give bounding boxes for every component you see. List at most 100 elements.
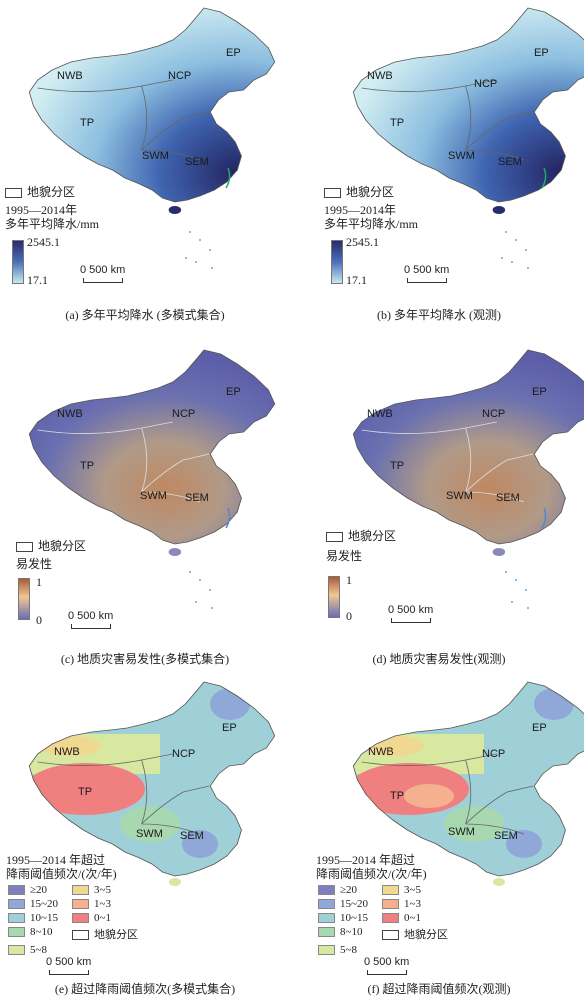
region-label-sem: SEM [185, 156, 209, 168]
region-label-ep: EP [532, 722, 547, 734]
legend-item-0-1: 0~1 [382, 912, 446, 924]
legend-item-10-15: 10~15 [8, 912, 72, 924]
region-label-swm: SWM [448, 150, 475, 162]
caption-b: (b) 多年平均降水 (观测) [377, 308, 501, 322]
region-label-ncp: NCP [172, 748, 196, 760]
region-label-ep: EP [226, 47, 241, 59]
panel-d: NWB NCP EP TP SWM SEM 地貌分区 易发性 1 0 0 500… [294, 340, 584, 670]
region-legend: 地貌分区 [326, 529, 396, 544]
caption-e: (e) 超过降雨阈值频次(多模式集合) [54, 982, 236, 996]
region-box-swatch [324, 188, 341, 199]
region-label-tp: TP [80, 460, 95, 472]
region-label-nwb: NWB [54, 746, 80, 758]
map-b [352, 7, 584, 269]
gradient-bar-b [331, 240, 343, 284]
region-label-tp: TP [390, 460, 405, 472]
region-label-swm: SWM [142, 150, 169, 162]
gradient-bar-a [12, 240, 24, 284]
scale-bar-a: 0 500 km [80, 264, 125, 283]
panel-e: NWB NCP EP TP SWM SEM 1995—2014 年超过 降雨阈值… [0, 674, 290, 1004]
region-label-nwb: NWB [367, 408, 393, 420]
freq-legend-e: ≥20 3~5 15~20 1~3 10~15 0~1 8~10 地貌分区 5~… [8, 884, 138, 956]
caption-d: (d) 地质灾害易发性(观测) [372, 652, 506, 666]
legend-max-c: 1 [36, 575, 42, 589]
scale-bar-e: 0 500 km [46, 956, 91, 975]
region-label-ncp: NCP [172, 408, 196, 420]
region-label-swm: SWM [140, 490, 167, 502]
legend-max-a: 2545.1 [27, 235, 60, 249]
legend-min-c: 0 [36, 613, 42, 627]
scale-bar-b: 0 500 km [404, 264, 449, 283]
legend-item-10-15: 10~15 [318, 912, 382, 924]
region-label-swm: SWM [136, 828, 163, 840]
region-box-swatch [5, 188, 22, 199]
panel-b: NWB NCP EP TP SWM SEM 地貌分区 1995—2014年 多年… [294, 0, 584, 330]
legend-item-15-20: 15~20 [8, 898, 72, 910]
legend-item-region: 地貌分区 [72, 926, 138, 942]
region-legend: 地貌分区 [16, 539, 86, 554]
region-label-swm: SWM [446, 490, 473, 502]
region-label-swm: SWM [448, 826, 475, 838]
region-box-swatch [326, 532, 343, 543]
region-legend: 地貌分区 [324, 185, 394, 200]
region-label-nwb: NWB [367, 70, 393, 82]
gradient-bar-c [18, 578, 30, 620]
region-label-ncp: NCP [474, 78, 498, 90]
caption-a: (a) 多年平均降水 (多模式集合) [65, 308, 225, 322]
legend-title-f: 1995—2014 年超过 降雨阈值频次/(次/年) [316, 853, 427, 881]
region-label-ep: EP [222, 722, 237, 734]
region-label-nwb: NWB [368, 746, 394, 758]
legend-title-c: 易发性 [16, 557, 53, 571]
legend-item-0-1: 0~1 [72, 912, 136, 924]
panel-f: NWB NCP EP TP SWM SEM 1995—2014 年超过 降雨阈值… [294, 674, 584, 1004]
region-label-nwb: NWB [57, 408, 83, 420]
region-label-tp: TP [390, 117, 405, 129]
region-label-sem: SEM [180, 830, 204, 842]
scale-bar-d: 0 500 km [388, 604, 433, 623]
legend-item-8-10: 8~10 [8, 926, 72, 942]
region-label-ncp: NCP [482, 408, 506, 420]
map-d [352, 349, 584, 609]
legend-item-region: 地貌分区 [382, 926, 448, 942]
legend-item-15-20: 15~20 [318, 898, 382, 910]
region-label-sem: SEM [494, 830, 518, 842]
legend-title-a: 1995—2014年 多年平均降水/mm [5, 203, 100, 231]
region-label-sem: SEM [498, 156, 522, 168]
map-a [28, 7, 276, 269]
gradient-bar-d [328, 576, 340, 618]
region-label-ep: EP [534, 47, 549, 59]
legend-item-1-3: 1~3 [72, 898, 136, 910]
region-legend: 地貌分区 [5, 185, 75, 200]
legend-item-1-3: 1~3 [382, 898, 446, 910]
region-label-tp: TP [78, 786, 93, 798]
map-e [28, 681, 276, 886]
scale-bar-c: 0 500 km [68, 610, 113, 629]
legend-item-5-8: 5~8 [8, 944, 72, 956]
freq-legend-f: ≥20 3~5 15~20 1~3 10~15 0~1 8~10 地貌分区 5~… [318, 884, 448, 956]
region-label-sem: SEM [185, 492, 209, 504]
panel-a: NWB NCP EP TP SWM SEM 地貌分区 1995—2014年 多年… [0, 0, 290, 330]
map-f [352, 681, 584, 886]
region-label-ep: EP [226, 386, 241, 398]
region-label-tp: TP [80, 117, 95, 129]
legend-min-a: 17.1 [27, 273, 48, 287]
scale-bar-f: 0 500 km [364, 956, 409, 975]
legend-max-b: 2545.1 [346, 235, 379, 249]
legend-title-d: 易发性 [326, 549, 363, 563]
region-label-sem: SEM [496, 492, 520, 504]
panel-c: NWB NCP EP TP SWM SEM 地貌分区 易发性 1 0 0 500… [0, 340, 290, 670]
legend-item-3-5: 3~5 [72, 884, 136, 896]
caption-c: (c) 地质灾害易发性(多模式集合) [60, 652, 230, 666]
legend-item-ge20: ≥20 [318, 884, 382, 896]
region-label-ncp: NCP [168, 70, 192, 82]
region-label-tp: TP [390, 790, 405, 802]
region-box-swatch [16, 542, 33, 553]
legend-item-3-5: 3~5 [382, 884, 446, 896]
region-label-ncp: NCP [482, 748, 506, 760]
legend-max-d: 1 [346, 573, 352, 587]
legend-item-ge20: ≥20 [8, 884, 72, 896]
legend-min-b: 17.1 [346, 273, 367, 287]
legend-item-5-8: 5~8 [318, 944, 382, 956]
legend-title-b: 1995—2014年 多年平均降水/mm [324, 203, 419, 231]
region-label-ep: EP [532, 386, 547, 398]
